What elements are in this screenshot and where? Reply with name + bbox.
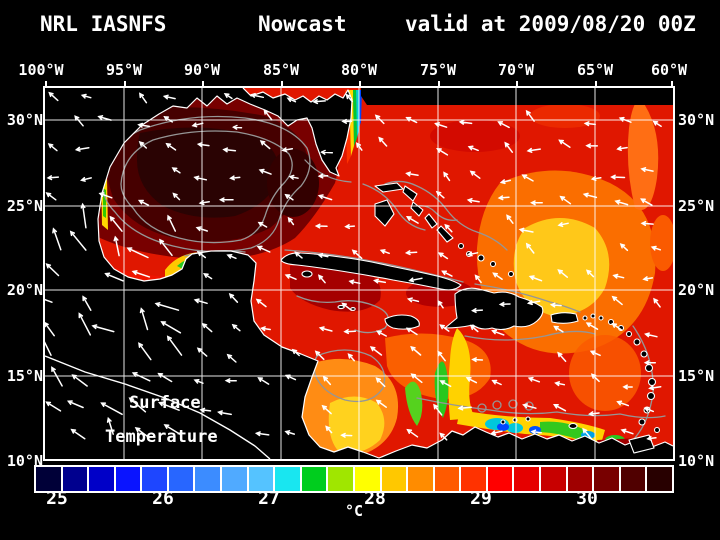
colorbar bbox=[34, 465, 674, 493]
map-plot-area: Surface Temperature bbox=[32, 86, 676, 461]
colorbar-segment bbox=[195, 467, 221, 491]
colorbar-segment bbox=[115, 467, 141, 491]
colorbar-segment bbox=[248, 467, 274, 491]
lon-label: 95°W bbox=[105, 61, 143, 79]
lat-label: 30°N bbox=[678, 111, 715, 129]
colorbar-unit-label: °C bbox=[344, 502, 364, 520]
axis-tick bbox=[202, 81, 204, 87]
title-program: NRL IASNFS bbox=[40, 12, 167, 36]
lon-label: 70°W bbox=[497, 61, 535, 79]
title-valid-time: valid at 2009/08/20 00Z bbox=[405, 12, 696, 36]
lat-label: 25°N bbox=[6, 197, 43, 215]
lat-label: 15°N bbox=[6, 367, 43, 385]
colorbar-segment bbox=[275, 467, 300, 491]
colorbar-segment bbox=[487, 467, 513, 491]
colorbar-segment bbox=[328, 467, 353, 491]
colorbar-tick-label: 25 bbox=[46, 488, 68, 509]
colorbar-segment bbox=[381, 467, 407, 491]
colorbar-segment bbox=[647, 467, 672, 491]
lat-label: 10°N bbox=[678, 452, 715, 470]
overlay-caption-line2: Temperature bbox=[105, 427, 218, 447]
colorbar-segment bbox=[62, 467, 88, 491]
colorbar-segment bbox=[301, 467, 327, 491]
colorbar-segment bbox=[594, 467, 619, 491]
colorbar-segment bbox=[142, 467, 167, 491]
lon-label: 65°W bbox=[576, 61, 614, 79]
colorbar-tick-label: 29 bbox=[470, 488, 492, 509]
axis-tick bbox=[516, 81, 518, 87]
axis-tick bbox=[359, 81, 361, 87]
overlay-caption-line1: Surface bbox=[129, 393, 201, 413]
lat-label: 30°N bbox=[6, 111, 43, 129]
lat-label: 25°N bbox=[678, 197, 715, 215]
lon-label: 90°W bbox=[183, 61, 221, 79]
colorbar-segments bbox=[36, 467, 672, 491]
colorbar-segment bbox=[36, 467, 61, 491]
axis-tick bbox=[281, 81, 283, 87]
colorbar-tick-label: 30 bbox=[576, 488, 598, 509]
colorbar-segment bbox=[408, 467, 433, 491]
vector-arrows-layer bbox=[32, 91, 662, 441]
lat-label: 15°N bbox=[678, 367, 715, 385]
colorbar-tick-label: 26 bbox=[152, 488, 174, 509]
lon-label: 75°W bbox=[419, 61, 457, 79]
colorbar-segment bbox=[514, 467, 539, 491]
colorbar-segment bbox=[567, 467, 593, 491]
axis-tick bbox=[124, 81, 126, 87]
colorbar-segment bbox=[168, 467, 194, 491]
lat-label: 10°N bbox=[6, 452, 43, 470]
lon-label: 80°W bbox=[340, 61, 378, 79]
colorbar-segment bbox=[434, 467, 460, 491]
lat-label: 20°N bbox=[678, 281, 715, 299]
lat-label: 20°N bbox=[6, 281, 43, 299]
colorbar-segment bbox=[222, 467, 247, 491]
colorbar-segment bbox=[89, 467, 114, 491]
title-product: Nowcast bbox=[258, 12, 347, 36]
colorbar-tick-label: 27 bbox=[258, 488, 280, 509]
colorbar-segment bbox=[620, 467, 646, 491]
axis-tick bbox=[671, 81, 673, 87]
colorbar-segment bbox=[540, 467, 566, 491]
colorbar-tick-label: 28 bbox=[364, 488, 386, 509]
colorbar-segment bbox=[354, 467, 380, 491]
axis-tick bbox=[595, 81, 597, 87]
axis-tick bbox=[45, 81, 47, 87]
colorbar-segment bbox=[461, 467, 486, 491]
axis-tick bbox=[438, 81, 440, 87]
lon-label: 85°W bbox=[262, 61, 300, 79]
map-graphic bbox=[32, 87, 676, 460]
lon-label: 100°W bbox=[18, 61, 64, 79]
lon-label: 60°W bbox=[650, 61, 688, 79]
